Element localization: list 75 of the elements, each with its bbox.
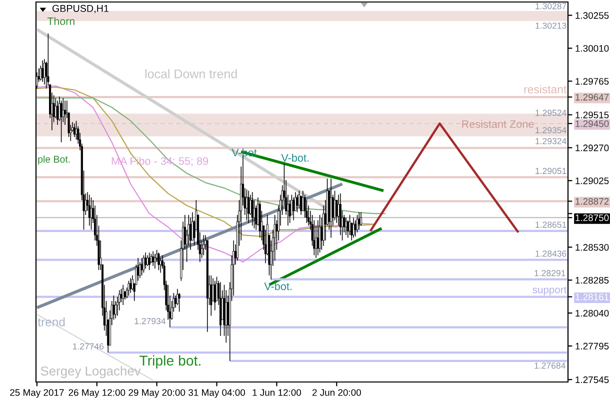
ref-line-label: support <box>532 286 567 296</box>
candlestick <box>178 292 180 312</box>
candlestick <box>60 100 62 143</box>
y-tick-label: 1.28872 <box>576 198 609 205</box>
x-tick-label: 31 May 04:00 <box>188 389 246 398</box>
candlestick <box>298 190 300 209</box>
candlestick <box>130 278 132 294</box>
annotation: 1.30213 <box>536 22 566 29</box>
series-label: 1.27746 <box>72 343 104 350</box>
x-tick-label: 26 May 12:00 <box>68 389 126 398</box>
annotation: 1.29354 <box>536 127 566 134</box>
series-label: 1.27934 <box>134 318 166 324</box>
ref-line-label: 1.28436 <box>536 250 566 257</box>
candlestick <box>144 252 147 270</box>
candlestick <box>90 197 92 230</box>
y-tick-label: 1.29647 <box>576 94 609 101</box>
candlestick <box>142 254 145 274</box>
y-tick-label: 1.27795 <box>576 342 609 350</box>
candlestick <box>348 214 351 236</box>
annotation: trend <box>38 317 65 326</box>
candlestick <box>140 258 143 276</box>
candlestick <box>292 197 295 221</box>
series-label: 1.27684 <box>534 362 566 369</box>
ref-line-label: 1.29051 <box>536 168 566 174</box>
candlestick <box>248 190 250 224</box>
y-tick-label: 1.29515 <box>576 112 609 118</box>
candlestick <box>318 214 321 253</box>
candlestick <box>344 217 348 236</box>
candlestick <box>154 254 156 270</box>
candlestick <box>210 275 212 316</box>
candlestick <box>75 120 78 140</box>
candlestick <box>137 258 140 282</box>
candlestick <box>56 100 59 126</box>
x-tick-label: 29 May 20:00 <box>128 389 186 398</box>
candlestick <box>358 212 360 230</box>
annotation: Sergey Logachev <box>40 366 141 378</box>
annotation: 1.29524 <box>536 110 566 116</box>
candlestick <box>148 252 150 270</box>
annotation: 1.30287 <box>536 3 566 10</box>
y-tick-label: 1.29025 <box>576 177 609 184</box>
y-tick-label: 1.30255 <box>576 12 609 19</box>
y-tick-label: 1.29270 <box>576 144 609 152</box>
candlestick <box>251 192 254 226</box>
candlestick <box>296 194 298 213</box>
y-tick-label: 1.30010 <box>576 45 609 52</box>
chart-title: GBPUSD,H1 <box>52 4 108 14</box>
candlestick <box>352 217 355 238</box>
y-tick-label: 1.28285 <box>576 276 609 284</box>
ref-line-label: resistant <box>524 85 567 94</box>
annotation: 1.29324 <box>536 138 566 144</box>
series-label: 1.28291 <box>534 270 566 276</box>
annotation: V-bot. <box>264 282 292 290</box>
annotation: Thorn <box>47 17 74 26</box>
candlestick <box>128 280 130 296</box>
candlestick <box>42 60 44 82</box>
annotation: V-bot. <box>281 154 308 162</box>
y-tick-label: 1.29450 <box>576 120 609 128</box>
y-tick-label: 1.28530 <box>576 244 609 251</box>
y-tick-label: 1.28750 <box>576 214 609 222</box>
x-tick-label: 25 May 2017 <box>10 389 64 398</box>
y-tick-label: 1.28040 <box>576 310 609 317</box>
candlestick <box>356 214 358 233</box>
x-tick-label: 1 Jun 12:00 <box>252 389 302 396</box>
ref-line-label: 1.28651 <box>536 222 566 228</box>
annotation: local Down trend <box>145 69 237 78</box>
band-label: Resistant Zone <box>462 120 534 128</box>
candlestick <box>360 212 362 226</box>
annotation: ple Bot. <box>38 156 70 165</box>
y-tick-label: 1.29765 <box>576 78 609 85</box>
candlestick <box>158 252 160 270</box>
x-tick-label: 2 Jun 20:00 <box>312 389 361 396</box>
candlestick <box>152 250 154 266</box>
annotation: Triple bot. <box>140 355 200 368</box>
y-tick-label: 1.27545 <box>576 376 609 384</box>
y-tick-label: 1.28161 <box>576 294 609 300</box>
